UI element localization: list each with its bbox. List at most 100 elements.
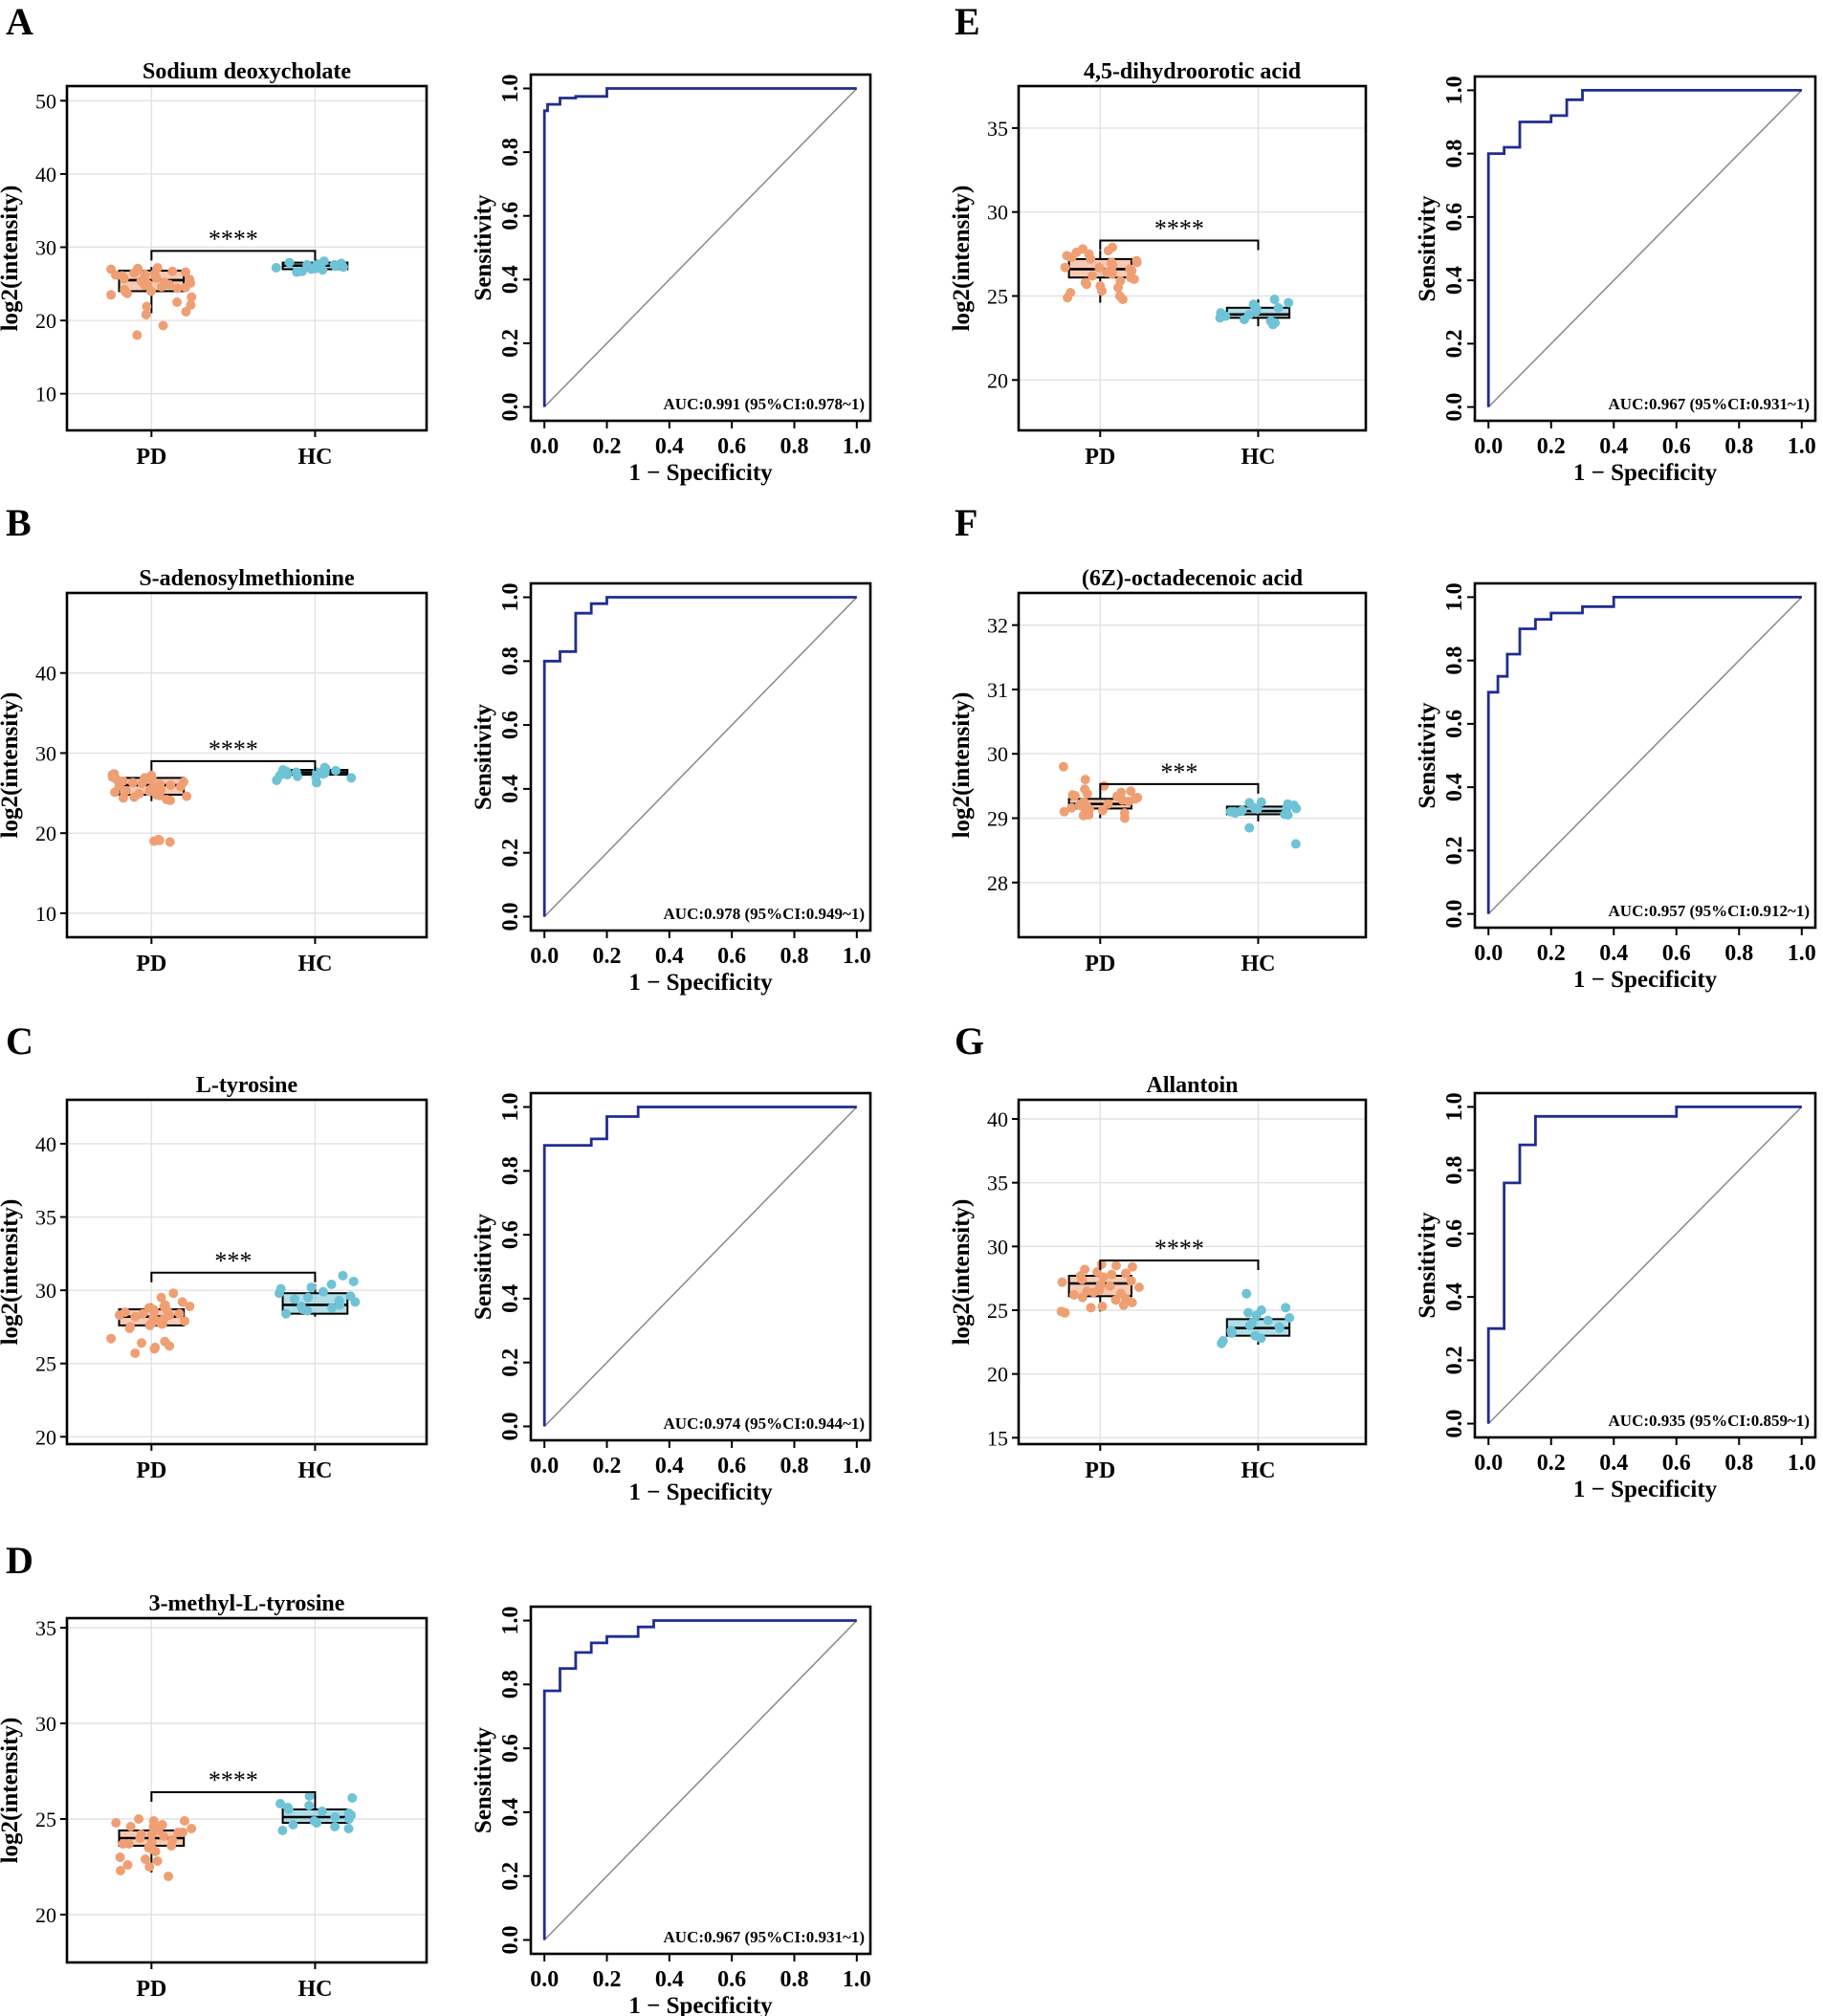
plot-frame [1017,84,1368,432]
data-point [1107,1269,1117,1280]
data-point [275,1283,286,1294]
y-tick-label: 1.0 [498,583,523,612]
data-point [1103,246,1113,256]
y-tick-label: 25 [987,285,1008,309]
x-tick-label: 0.4 [655,1967,684,1992]
x-tick-label: HC [297,1977,332,2002]
data-point [1084,249,1094,259]
panel-letter-g: G [955,1019,984,1063]
data-point [145,286,156,296]
y-tick-label: 40 [987,1107,1008,1131]
data-point [1096,1260,1107,1269]
data-point [1256,1305,1266,1315]
data-point [1251,306,1262,317]
data-point [187,292,197,302]
data-point [318,256,329,267]
data-point [1239,315,1249,325]
y-tick-label: 10 [35,383,56,406]
data-point [1065,288,1076,297]
x-axis-label: 1 − Specificity [628,1993,773,2016]
data-point [1097,805,1108,816]
x-tick-label: 0.0 [530,944,559,969]
data-point [1095,280,1106,291]
data-point [181,267,191,277]
plot-frame [529,1605,872,1956]
data-point [182,791,192,801]
x-tick-label: 0.4 [655,944,684,969]
significance-bracket [150,1271,317,1282]
significance-bracket [150,1791,317,1802]
roc-panel-c: 0.0 0.0 0.2 0.2 0.4 0.4 0.6 0.6 0.8 0.8 1.0 1.0 1 − … [471,1091,872,1505]
data-point [180,1316,190,1326]
x-tick-label: 0.6 [1662,1451,1691,1476]
chart-title: L-tyrosine [196,1073,298,1098]
x-tick-label: HC [297,445,332,470]
data-point [179,1816,189,1826]
data-point [1285,1313,1295,1323]
x-tick-label: 1.0 [843,1454,871,1479]
data-point [343,1824,354,1833]
significance-label: **** [209,225,258,252]
x-axis-label: 1 − Specificity [628,460,773,486]
y-axis-label: log2(intensity) [949,692,975,839]
y-tick-label: 40 [35,163,56,186]
data-point [1129,274,1139,284]
x-tick-label: HC [297,952,332,976]
y-axis-label: Sensitivity [471,194,496,301]
data-point [318,265,328,275]
data-point [152,1856,163,1866]
data-point [1107,257,1117,268]
y-tick-label: 0.8 [498,1670,523,1698]
x-tick-label: 1.0 [843,1967,871,1992]
data-point [320,763,331,774]
plot-frame [529,1091,872,1442]
data-point [106,1333,117,1344]
data-point [1067,790,1078,800]
data-point [1086,1303,1096,1313]
data-point [174,1308,185,1319]
data-point [1269,295,1280,305]
y-tick-label: 0.6 [1442,203,1467,231]
data-point [1078,810,1088,821]
y-tick-label: 0.4 [1442,266,1467,295]
data-point [124,1323,135,1333]
data-point [129,268,140,278]
y-tick-label: 0.4 [498,1284,523,1313]
y-axis-label: Sensitivity [1415,195,1440,302]
data-point [149,1305,160,1316]
panel-letter-c: C [6,1019,33,1063]
data-point [1115,1288,1126,1299]
data-point [163,1305,173,1316]
data-point [1111,1260,1122,1271]
data-point [297,266,307,276]
y-tick-label: 0.2 [498,839,523,867]
panel-letter-f: F [955,501,977,544]
x-tick-label: 0.8 [780,1967,808,1992]
y-tick-label: 0.6 [498,1220,523,1249]
data-point [1087,271,1098,281]
data-point [187,1824,197,1833]
data-point [1126,1276,1136,1286]
x-tick-label: HC [1241,445,1275,470]
x-tick-label: 0.0 [530,1967,559,1992]
x-tick-label: 0.2 [593,1967,622,1992]
x-tick-label: HC [1241,1458,1275,1483]
y-tick-label: 0.2 [1442,329,1467,358]
data-point [288,1820,298,1830]
data-point [154,835,165,845]
chart-title: Allantoin [1146,1073,1238,1098]
panel-letter-a: A [6,0,33,43]
y-tick-label: 28 [987,871,1008,895]
auc-label: AUC:0.974 (95%CI:0.944~1) [664,1414,865,1433]
data-point [119,274,129,284]
data-point [111,1818,121,1828]
y-tick-label: 0.0 [498,902,523,931]
roc-curve [1486,1106,1802,1424]
significance-label: **** [1154,1235,1204,1262]
y-tick-label: 35 [987,1172,1008,1195]
data-point [1216,308,1226,318]
roc-curve [1486,89,1802,407]
y-tick-label: 31 [987,678,1008,702]
y-tick-label: 30 [35,1279,56,1303]
data-point [312,767,322,778]
